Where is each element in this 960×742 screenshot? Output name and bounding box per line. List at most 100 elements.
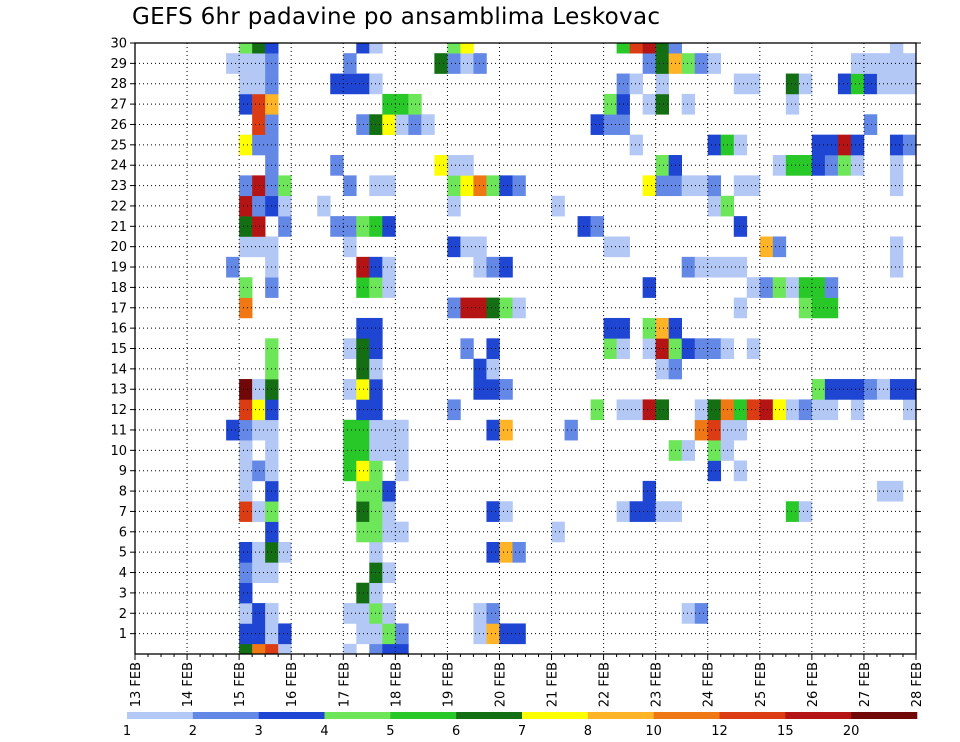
chart-title: GEFS 6hr padavine po ansamblima Leskovac bbox=[132, 4, 661, 30]
heatmap-cell bbox=[369, 643, 383, 655]
heatmap-cell bbox=[902, 379, 917, 400]
heatmap-cell bbox=[356, 623, 370, 645]
y-tick-label: 11 bbox=[110, 423, 127, 438]
heatmap-cell bbox=[798, 297, 813, 319]
heatmap-cell bbox=[473, 256, 487, 278]
heatmap-cell bbox=[447, 53, 461, 74]
legend-swatch bbox=[456, 712, 523, 719]
heatmap-cell bbox=[252, 93, 266, 115]
heatmap-cell bbox=[707, 195, 722, 217]
heatmap-cell bbox=[499, 541, 513, 563]
heatmap-cell bbox=[252, 43, 266, 54]
heatmap-cell bbox=[746, 73, 761, 95]
heatmap-cell bbox=[642, 480, 656, 502]
heatmap-cell bbox=[447, 297, 461, 319]
heatmap-cell bbox=[447, 175, 461, 197]
heatmap-cell bbox=[733, 256, 748, 278]
heatmap-cell bbox=[356, 460, 370, 482]
heatmap-cell bbox=[603, 236, 617, 258]
y-tick-label: 9 bbox=[119, 464, 127, 479]
heatmap-cell bbox=[395, 114, 409, 135]
heatmap-cell bbox=[447, 195, 461, 217]
heatmap-cell bbox=[356, 73, 370, 95]
heatmap-cell bbox=[811, 277, 826, 298]
heatmap-cell bbox=[226, 256, 240, 278]
heatmap-cell bbox=[382, 521, 396, 543]
y-tick-label: 4 bbox=[119, 566, 127, 581]
heatmap-cell bbox=[902, 134, 917, 156]
heatmap-cell bbox=[356, 338, 370, 359]
legend-swatch bbox=[192, 712, 259, 719]
heatmap-cell bbox=[707, 460, 722, 482]
heatmap-cell bbox=[733, 297, 748, 319]
heatmap-cell bbox=[382, 93, 396, 115]
heatmap-cell bbox=[733, 175, 748, 197]
heatmap-cell bbox=[746, 175, 761, 197]
heatmap-cell bbox=[239, 73, 253, 95]
heatmap-cell bbox=[473, 236, 487, 258]
y-tick-label: 3 bbox=[119, 586, 127, 601]
heatmap-cell bbox=[330, 216, 344, 237]
legend-label: 7 bbox=[518, 724, 526, 739]
heatmap-cell bbox=[590, 216, 604, 237]
heatmap-cell bbox=[239, 195, 253, 217]
heatmap-cell bbox=[798, 277, 813, 298]
heatmap-cell bbox=[356, 317, 370, 339]
heatmap-cell bbox=[733, 216, 748, 237]
heatmap-cell bbox=[252, 53, 266, 74]
heatmap-cell bbox=[694, 53, 709, 74]
legend-label: 10 bbox=[645, 724, 662, 739]
x-tick-label: 14 FEB bbox=[181, 662, 196, 707]
heatmap-cell bbox=[707, 134, 722, 156]
heatmap-cell bbox=[642, 501, 656, 522]
heatmap-cell bbox=[642, 317, 656, 339]
heatmap-cell bbox=[889, 175, 904, 197]
heatmap-cell bbox=[590, 114, 604, 135]
x-tick-label: 23 FEB bbox=[650, 662, 665, 707]
heatmap-cell bbox=[486, 297, 500, 319]
heatmap-cell bbox=[785, 501, 800, 522]
heatmap-cell bbox=[486, 603, 500, 624]
heatmap-cell bbox=[785, 399, 800, 421]
heatmap-cell bbox=[590, 399, 604, 421]
heatmap-cell bbox=[447, 399, 461, 421]
heatmap-cell bbox=[486, 175, 500, 197]
heatmap-cell bbox=[343, 73, 357, 95]
heatmap-cell bbox=[655, 155, 669, 176]
heatmap-cell bbox=[252, 195, 266, 217]
heatmap-cell bbox=[473, 297, 487, 319]
heatmap-cell bbox=[252, 603, 266, 624]
legend-swatch bbox=[587, 712, 654, 719]
heatmap-cell bbox=[733, 399, 748, 421]
x-tick-label: 17 FEB bbox=[337, 662, 352, 707]
heatmap-cell bbox=[733, 460, 748, 482]
heatmap-cell bbox=[252, 236, 266, 258]
heatmap-cell bbox=[707, 419, 722, 441]
heatmap-cell bbox=[707, 338, 722, 359]
heatmap-cell bbox=[239, 399, 253, 421]
heatmap-cell bbox=[343, 603, 357, 624]
y-tick-label: 21 bbox=[110, 220, 127, 235]
heatmap-cell bbox=[226, 419, 240, 441]
heatmap-cell bbox=[343, 53, 357, 74]
legend-label: 1 bbox=[123, 724, 131, 739]
heatmap-cell bbox=[356, 501, 370, 522]
heatmap-cell bbox=[343, 175, 357, 197]
heatmap-cell bbox=[343, 338, 357, 359]
heatmap-cell bbox=[486, 379, 500, 400]
heatmap-cell bbox=[343, 643, 357, 655]
heatmap-cell bbox=[239, 43, 253, 54]
y-tick-label: 30 bbox=[110, 37, 127, 52]
heatmap-cell bbox=[382, 480, 396, 502]
y-tick-label: 17 bbox=[110, 301, 127, 316]
heatmap-cell bbox=[395, 643, 409, 655]
legend-swatch bbox=[522, 712, 589, 719]
heatmap-cell bbox=[382, 440, 396, 461]
heatmap-cell bbox=[239, 582, 253, 604]
legend-swatch bbox=[785, 712, 852, 719]
heatmap-cell bbox=[447, 43, 461, 54]
heatmap-cell bbox=[811, 297, 826, 319]
heatmap-cell bbox=[252, 134, 266, 156]
legend-swatch bbox=[653, 712, 720, 719]
y-tick-label: 14 bbox=[110, 362, 127, 377]
